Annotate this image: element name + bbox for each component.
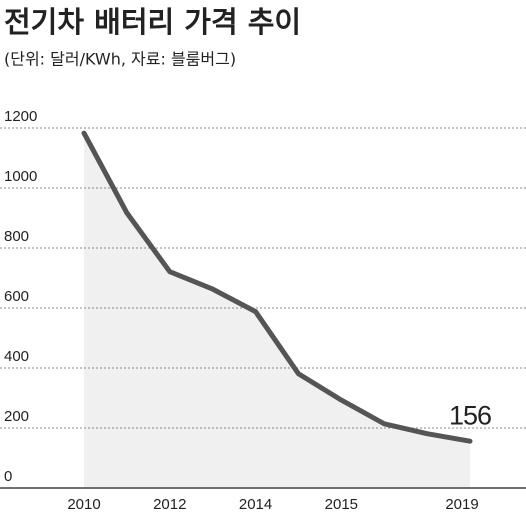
y-tick-label: 1000 bbox=[4, 168, 37, 185]
x-tick-label: 2014 bbox=[239, 496, 272, 513]
y-tick-label: 600 bbox=[4, 288, 29, 305]
y-tick-label: 800 bbox=[4, 228, 29, 245]
x-tick-label: 2019 bbox=[445, 496, 478, 513]
y-tick-label: 0 bbox=[4, 468, 12, 485]
x-tick-label: 2015 bbox=[325, 496, 358, 513]
area bbox=[84, 133, 470, 488]
line bbox=[81, 130, 473, 444]
chart-title: 전기차 배터리 가격 추이 bbox=[4, 5, 301, 39]
value-label: 156 bbox=[449, 400, 491, 430]
y-tick-label: 1200 bbox=[4, 108, 37, 125]
x-tick-label: 2012 bbox=[153, 496, 186, 513]
y-tick-label: 400 bbox=[4, 348, 29, 365]
y-tick-label: 200 bbox=[4, 408, 29, 425]
x-tick-label: 2010 bbox=[67, 496, 100, 513]
chart-subtitle: (단위: 달러/KWh, 자료: 블룸버그) bbox=[4, 50, 236, 69]
